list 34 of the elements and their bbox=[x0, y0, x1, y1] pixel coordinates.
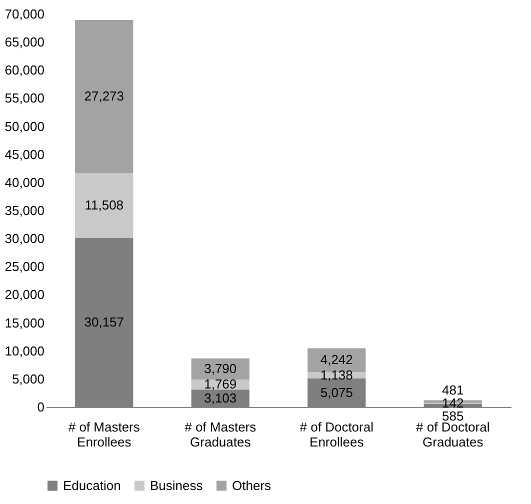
data-label: 1,138 bbox=[320, 367, 353, 382]
data-label: 4,242 bbox=[320, 352, 353, 368]
y-tick-label: 70,000 bbox=[4, 6, 44, 22]
data-label: 11,508 bbox=[84, 197, 124, 212]
y-tick-label: 65,000 bbox=[4, 34, 44, 50]
x-tick-label: # of Masters Enrollees bbox=[68, 420, 140, 450]
y-tick-label: 25,000 bbox=[4, 259, 44, 274]
data-label: 481 bbox=[442, 382, 464, 398]
y-tick-label: 40,000 bbox=[4, 174, 44, 190]
y-tick-label: 10,000 bbox=[4, 343, 44, 358]
y-tick-label: 35,000 bbox=[4, 203, 44, 218]
legend-label: Education bbox=[63, 478, 121, 493]
data-label: 27,273 bbox=[84, 88, 124, 104]
legend-label: Business bbox=[150, 478, 204, 493]
y-tick-label: 55,000 bbox=[4, 90, 44, 106]
bar bbox=[75, 20, 134, 174]
data-label: 30,157 bbox=[84, 314, 124, 330]
x-tick-label: # of Doctoral Enrollees bbox=[300, 420, 374, 450]
legend-label: Others bbox=[232, 478, 272, 493]
y-tick-label: 45,000 bbox=[4, 146, 44, 162]
data-label: 1,769 bbox=[204, 376, 237, 392]
y-tick-label: 5,000 bbox=[12, 371, 44, 386]
x-tick-label: # of Masters Graduates bbox=[184, 420, 257, 450]
y-tick-label: 20,000 bbox=[4, 287, 44, 302]
y-tick-label: 50,000 bbox=[4, 118, 44, 134]
data-label: 3,790 bbox=[204, 361, 237, 376]
y-tick-label: 15,000 bbox=[4, 315, 44, 330]
y-tick-label: 0 bbox=[37, 400, 44, 414]
bar bbox=[75, 173, 134, 238]
data-label: 3,103 bbox=[204, 390, 237, 406]
data-label: 142 bbox=[442, 395, 464, 410]
y-tick-label: 30,000 bbox=[4, 231, 44, 246]
y-tick-label: 60,000 bbox=[4, 62, 44, 78]
data-label: 5,075 bbox=[320, 384, 353, 400]
